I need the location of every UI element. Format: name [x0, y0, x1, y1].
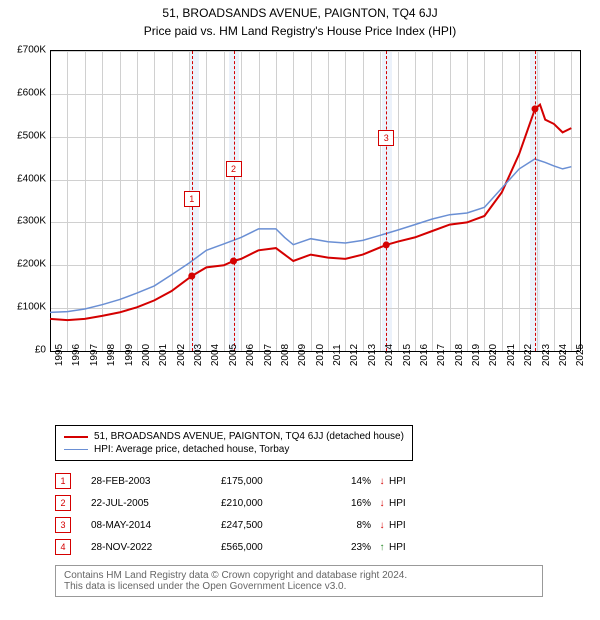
sale-marker-box: 3: [378, 130, 394, 146]
x-tick-label: 2006: [245, 344, 256, 366]
sales-row: 4 28-NOV-2022£565,00023%↑HPI: [55, 536, 419, 558]
legend-swatch-series2: [64, 449, 88, 451]
sale-vs-label: HPI: [389, 498, 419, 509]
x-tick-label: 2008: [280, 344, 291, 366]
x-tick-label: 2019: [471, 344, 482, 366]
sale-pct: 16%: [321, 498, 375, 509]
sale-date: 22-JUL-2005: [91, 498, 221, 509]
x-tick-label: 2004: [210, 344, 221, 366]
sale-price: £175,000: [221, 476, 321, 487]
x-tick-label: 2010: [315, 344, 326, 366]
x-tick-label: 1998: [106, 344, 117, 366]
plot-region: 1234: [50, 50, 581, 351]
chart-title: 51, BROADSANDS AVENUE, PAIGNTON, TQ4 6JJ: [0, 0, 600, 20]
x-tick-label: 2014: [384, 344, 395, 366]
sales-row: 2 22-JUL-2005£210,00016%↓HPI: [55, 492, 419, 514]
sale-price: £210,000: [221, 498, 321, 509]
legend-label-series1: 51, BROADSANDS AVENUE, PAIGNTON, TQ4 6JJ…: [94, 431, 404, 442]
x-tick-label: 2020: [488, 344, 499, 366]
y-tick-label: £400K: [0, 173, 46, 184]
x-tick-label: 2002: [176, 344, 187, 366]
sale-price: £247,500: [221, 520, 321, 531]
x-tick-label: 2007: [263, 344, 274, 366]
x-tick-label: 2015: [402, 344, 413, 366]
y-tick-label: £100K: [0, 302, 46, 313]
x-tick-label: 2016: [419, 344, 430, 366]
y-tick-label: £600K: [0, 87, 46, 98]
sale-marker-box: 2: [226, 161, 242, 177]
sales-row: 1 28-FEB-2003£175,00014%↓HPI: [55, 470, 419, 492]
x-tick-label: 2024: [558, 344, 569, 366]
x-tick-label: 2022: [523, 344, 534, 366]
x-tick-label: 2021: [506, 344, 517, 366]
x-tick-label: 1997: [89, 344, 100, 366]
y-tick-label: £700K: [0, 45, 46, 56]
y-tick-label: £500K: [0, 130, 46, 141]
sale-date: 28-FEB-2003: [91, 476, 221, 487]
sale-pct: 23%: [321, 542, 375, 553]
x-tick-label: 2013: [367, 344, 378, 366]
chart-subtitle: Price paid vs. HM Land Registry's House …: [0, 20, 600, 44]
legend-row: 51, BROADSANDS AVENUE, PAIGNTON, TQ4 6JJ…: [64, 430, 404, 443]
sale-marker-line: [386, 51, 387, 351]
series-svg: [50, 51, 580, 351]
sale-pct: 8%: [321, 520, 375, 531]
sale-vs-label: HPI: [389, 542, 419, 553]
sale-marker-cell: 4: [55, 539, 71, 555]
sale-date: 28-NOV-2022: [91, 542, 221, 553]
sale-marker-cell: 2: [55, 495, 71, 511]
x-tick-label: 2000: [141, 344, 152, 366]
x-tick-label: 2017: [436, 344, 447, 366]
x-tick-label: 2009: [297, 344, 308, 366]
chart-container: 51, BROADSANDS AVENUE, PAIGNTON, TQ4 6JJ…: [0, 0, 600, 620]
sale-marker-cell: 1: [55, 473, 71, 489]
sale-marker-line: [234, 51, 235, 351]
series-line: [50, 159, 571, 312]
sales-row: 3 08-MAY-2014£247,5008%↓HPI: [55, 514, 419, 536]
sale-vs-label: HPI: [389, 476, 419, 487]
sale-marker-box: 1: [184, 191, 200, 207]
x-tick-label: 2005: [228, 344, 239, 366]
x-tick-label: 2023: [541, 344, 552, 366]
x-tick-label: 1995: [54, 344, 65, 366]
x-tick-label: 2018: [454, 344, 465, 366]
sale-date: 08-MAY-2014: [91, 520, 221, 531]
arrow-down-icon: ↓: [375, 476, 389, 487]
x-tick-label: 2012: [349, 344, 360, 366]
series-line: [50, 105, 571, 321]
arrow-down-icon: ↓: [375, 498, 389, 509]
sale-marker-line: [535, 51, 536, 351]
sales-table: 128-FEB-2003£175,00014%↓HPI222-JUL-2005£…: [55, 470, 419, 558]
attribution-line2: This data is licensed under the Open Gov…: [64, 581, 534, 592]
x-tick-label: 2001: [158, 344, 169, 366]
arrow-down-icon: ↓: [375, 520, 389, 531]
attribution-box: Contains HM Land Registry data © Crown c…: [55, 565, 543, 597]
legend: 51, BROADSANDS AVENUE, PAIGNTON, TQ4 6JJ…: [55, 425, 413, 461]
x-tick-label: 1996: [71, 344, 82, 366]
sale-vs-label: HPI: [389, 520, 419, 531]
sale-pct: 14%: [321, 476, 375, 487]
chart-area: 1234 £0£100K£200K£300K£400K£500K£600K£70…: [50, 50, 580, 380]
legend-row: HPI: Average price, detached house, Torb…: [64, 443, 404, 456]
x-tick-label: 2003: [193, 344, 204, 366]
legend-label-series2: HPI: Average price, detached house, Torb…: [94, 444, 289, 455]
sale-price: £565,000: [221, 542, 321, 553]
x-tick-label: 1999: [124, 344, 135, 366]
y-tick-label: £200K: [0, 259, 46, 270]
x-tick-label: 2011: [332, 344, 343, 366]
attribution-line1: Contains HM Land Registry data © Crown c…: [64, 570, 534, 581]
legend-swatch-series1: [64, 436, 88, 438]
y-tick-label: £0: [0, 345, 46, 356]
sale-marker-cell: 3: [55, 517, 71, 533]
y-tick-label: £300K: [0, 216, 46, 227]
x-tick-label: 2025: [575, 344, 586, 366]
arrow-up-icon: ↑: [375, 542, 389, 553]
